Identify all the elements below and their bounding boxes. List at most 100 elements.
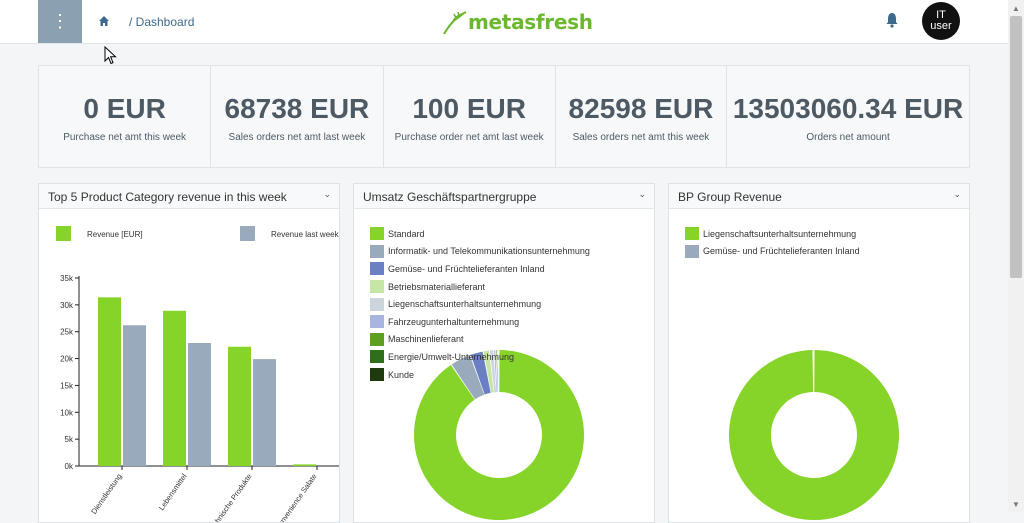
legend-label: Maschinenlieferant [388, 334, 464, 344]
logo-leaf-icon [442, 8, 468, 36]
legend-label: Standard [388, 229, 425, 239]
top-bar: ⋮ / Dashboard metasfresh IT user [0, 0, 1008, 44]
legend-label: Informatik- und Telekommunikationsuntern… [388, 246, 590, 256]
kpi-value: 82598 EUR [556, 93, 726, 125]
legend-swatch [370, 280, 384, 293]
legend-swatch [370, 245, 384, 258]
panel-header: Top 5 Product Category revenue in this w… [39, 184, 339, 209]
chevron-down-icon[interactable]: ⌄ [953, 189, 961, 200]
legend-swatch [370, 315, 384, 328]
legend-swatch [370, 227, 384, 240]
bar[interactable] [123, 325, 146, 466]
scroll-down-arrow-icon[interactable]: ▼ [1008, 496, 1024, 512]
y-tick-label: 25k [60, 328, 74, 337]
bar[interactable] [293, 464, 316, 466]
avatar-line-2: user [930, 21, 951, 32]
x-tick-label: Convenience Salate [273, 472, 319, 523]
bell-icon[interactable] [885, 12, 899, 28]
bar[interactable] [98, 297, 121, 466]
kpi-value: 13503060.34 EUR [727, 93, 969, 125]
panel-title: Umsatz Geschäftspartnergruppe [363, 190, 536, 204]
legend-item[interactable]: Liegenschaftsunterhaltsunternehmung [370, 295, 590, 313]
bar-chart: Revenue [EUR] Revenue last week 0k 5k 10k 15k… [39, 208, 340, 523]
legend-label: Gemüse- und Früchtelieferanten Inland [703, 246, 860, 256]
panel-title: BP Group Revenue [678, 190, 782, 204]
legend-item[interactable]: Standard [370, 225, 590, 243]
kpi-label: Orders net amount [727, 132, 969, 143]
breadcrumb[interactable]: / Dashboard [129, 15, 194, 29]
y-tick-label: 0k [65, 462, 74, 471]
kpi-label: Purchase net amt this week [39, 132, 210, 143]
bar[interactable] [253, 359, 276, 466]
y-tick-label: 30k [60, 301, 74, 310]
chart-legend: Liegenschaftsunterhaltsunternehmung Gemüs… [685, 225, 860, 260]
legend-label: Energie/Umwelt-Unternehmung [388, 352, 514, 362]
legend-swatch [685, 245, 699, 258]
panel-title: Top 5 Product Category revenue in this w… [48, 190, 287, 204]
y-tick-label: 20k [60, 355, 74, 364]
panel-header: Umsatz Geschäftspartnergruppe ⌄ [354, 184, 654, 209]
avatar[interactable]: IT user [922, 2, 960, 40]
kpi-tile-purchase-this-week[interactable]: 0 EUR Purchase net amt this week [39, 66, 211, 167]
bar[interactable] [188, 343, 211, 466]
legend-item[interactable]: Betriebsmateriallieferant [370, 278, 590, 296]
legend-item[interactable]: Maschinenlieferant [370, 331, 590, 349]
kpi-value: 100 EUR [384, 93, 555, 125]
legend-label: Revenue [EUR] [87, 230, 143, 239]
panel-header: BP Group Revenue ⌄ [669, 184, 969, 209]
legend-label: Betriebsmateriallieferant [388, 282, 485, 292]
legend-item[interactable]: Fahrzeugunterhaltunternehmung [370, 313, 590, 331]
x-tick-label: Lebensmittel [157, 472, 189, 512]
y-tick-label: 5k [65, 435, 74, 444]
legend-label: Liegenschaftsunterhaltsunternehmung [388, 299, 541, 309]
kpi-tile-orders-net[interactable]: 13503060.34 EUR Orders net amount [727, 66, 969, 167]
legend-label: Liegenschaftsunterhaltsunternehmung [703, 229, 856, 239]
legend-swatch [370, 333, 384, 346]
scroll-thumb[interactable] [1010, 16, 1022, 278]
kpi-value: 0 EUR [39, 93, 210, 125]
legend-label: Revenue last week [271, 230, 340, 239]
y-tick-label: 10k [60, 408, 74, 417]
legend-label: Kunde [388, 370, 414, 380]
legend-swatch [240, 226, 255, 241]
mouse-cursor-icon [104, 46, 118, 66]
legend-swatch [370, 350, 384, 363]
scroll-up-arrow-icon[interactable]: ▲ [1008, 0, 1024, 16]
legend-item[interactable]: Gemüse- und Früchtelieferanten Inland [685, 243, 860, 261]
kpi-value: 68738 EUR [211, 93, 382, 125]
panel-top-categories: Top 5 Product Category revenue in this w… [38, 183, 340, 523]
kpi-strip: 0 EUR Purchase net amt this week 68738 E… [38, 65, 970, 168]
legend-label: Gemüse- und Früchtelieferanten Inland [388, 264, 545, 274]
legend-swatch [56, 226, 71, 241]
donut-slice[interactable] [729, 350, 899, 520]
kpi-tile-purchase-last-week[interactable]: 100 EUR Purchase order net amt last week [384, 66, 556, 167]
panel-umsatz: Umsatz Geschäftspartnergruppe ⌄ Standard… [353, 183, 655, 523]
legend-item[interactable]: Kunde [370, 366, 590, 384]
chart-legend: Standard Informatik- und Telekommunikatio… [370, 225, 590, 383]
bar[interactable] [163, 311, 186, 466]
chevron-down-icon[interactable]: ⌄ [638, 189, 646, 200]
legend-item[interactable]: Gemüse- und Früchtelieferanten Inland [370, 260, 590, 278]
x-tick-label: Technische Produkte [206, 472, 253, 523]
kpi-tile-sales-last-week[interactable]: 68738 EUR Sales orders net amt last week [211, 66, 383, 167]
kpi-label: Sales orders net amt this week [556, 132, 726, 143]
legend-swatch [685, 227, 699, 240]
panel-bp-group: BP Group Revenue ⌄ Liegenschaftsunterhal… [668, 183, 970, 523]
kpi-tile-sales-this-week[interactable]: 82598 EUR Sales orders net amt this week [556, 66, 727, 167]
kpi-label: Purchase order net amt last week [384, 132, 555, 143]
chevron-down-icon[interactable]: ⌄ [323, 189, 331, 200]
menu-button[interactable]: ⋮ [38, 0, 82, 43]
kpi-label: Sales orders net amt last week [211, 132, 382, 143]
home-icon[interactable] [98, 15, 110, 27]
y-tick-label: 15k [60, 381, 74, 390]
legend-item[interactable]: Liegenschaftsunterhaltsunternehmung [685, 225, 860, 243]
legend-swatch [370, 298, 384, 311]
y-tick-label: 35k [60, 274, 74, 283]
legend-item[interactable]: Informatik- und Telekommunikationsuntern… [370, 243, 590, 261]
legend-item[interactable]: Energie/Umwelt-Unternehmung [370, 348, 590, 366]
logo-text: metasfresh [468, 10, 593, 34]
bar[interactable] [228, 347, 251, 466]
scrollbar[interactable]: ▲ ▼ [1008, 0, 1024, 512]
logo: metasfresh [442, 8, 593, 36]
legend-swatch [370, 262, 384, 275]
